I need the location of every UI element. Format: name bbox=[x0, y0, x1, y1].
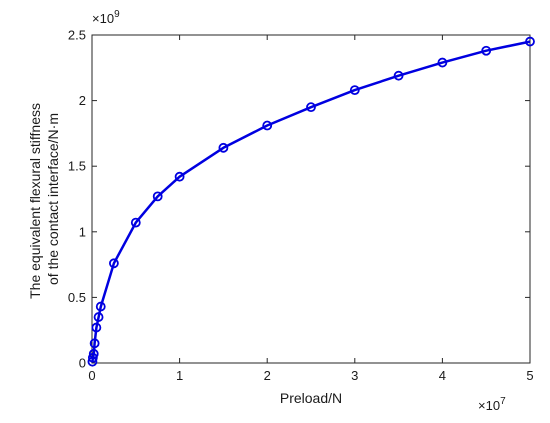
y-axis-label-line-1: The equivalent flexural stiffness bbox=[27, 103, 43, 299]
x-tick-label: 5 bbox=[526, 368, 533, 383]
x-tick-label: 0 bbox=[88, 368, 95, 383]
y-tick-label: 0 bbox=[79, 356, 86, 371]
plot-frame bbox=[91, 34, 531, 364]
x-axis-multiplier-exponent: 7 bbox=[500, 396, 506, 407]
y-tick-label: 0.5 bbox=[68, 290, 86, 305]
axis-ticks: 0 1 2 3 4 5 0 0.5 1 1.5 2 2.5 bbox=[68, 28, 534, 384]
y-axis-label: The equivalent flexural stiffness of the… bbox=[27, 99, 61, 299]
series-line bbox=[91, 40, 531, 362]
data-point bbox=[393, 70, 404, 81]
y-axis-multiplier: ×109 bbox=[92, 9, 120, 26]
y-tick-label: 2.5 bbox=[68, 28, 86, 43]
y-axis-label-line-2: of the contact interface/N·m bbox=[45, 113, 61, 285]
data-point bbox=[349, 85, 360, 96]
y-tick-label: 2 bbox=[79, 93, 86, 108]
data-point bbox=[152, 191, 163, 202]
data-point bbox=[262, 120, 273, 131]
x-tick-label: 2 bbox=[264, 368, 271, 383]
data-point bbox=[218, 142, 229, 153]
data-point bbox=[525, 36, 535, 47]
plot-area-border bbox=[91, 34, 531, 364]
x-axis-label: Preload/N bbox=[280, 390, 342, 406]
x-tick-label: 4 bbox=[439, 368, 446, 383]
data-point bbox=[91, 322, 102, 333]
x-axis-multiplier-base: ×10 bbox=[478, 398, 500, 413]
data-point bbox=[89, 338, 100, 349]
y-axis-multiplier-base: ×10 bbox=[92, 11, 114, 26]
data-point bbox=[174, 171, 185, 182]
y-axis-multiplier-exponent: 9 bbox=[114, 9, 120, 20]
x-tick-label: 1 bbox=[176, 368, 183, 383]
data-point bbox=[437, 57, 448, 68]
y-tick-label: 1.5 bbox=[68, 159, 86, 174]
data-series bbox=[87, 36, 535, 367]
x-axis-multiplier: ×107 bbox=[478, 396, 506, 413]
data-point bbox=[130, 217, 141, 228]
data-point bbox=[88, 348, 99, 359]
data-point bbox=[109, 258, 119, 269]
x-tick-label: 3 bbox=[351, 368, 358, 383]
data-point bbox=[95, 301, 106, 312]
data-point bbox=[93, 312, 104, 322]
axis-labels: Preload/N The equivalent flexural stiffn… bbox=[27, 9, 506, 413]
data-point bbox=[87, 352, 98, 363]
data-point bbox=[306, 102, 316, 113]
data-point bbox=[481, 45, 492, 56]
y-tick-label: 1 bbox=[79, 224, 86, 239]
